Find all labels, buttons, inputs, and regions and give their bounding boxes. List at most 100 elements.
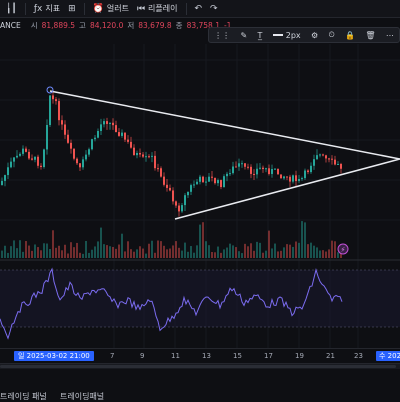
settings-gear-icon[interactable]: ⚙	[310, 30, 319, 40]
redo-button[interactable]: ↷	[210, 4, 218, 14]
templates-button[interactable]: ⊞	[68, 4, 76, 14]
price-chart[interactable]: ⚡	[0, 0, 400, 348]
volume-bar	[154, 252, 156, 258]
volume-bar	[325, 251, 327, 258]
volume-bar	[97, 241, 99, 258]
volume-bar	[172, 245, 174, 258]
candle-body	[82, 159, 84, 168]
volume-bar	[184, 242, 186, 258]
candle-body	[61, 120, 63, 125]
volume-bar	[1, 250, 3, 258]
volume-bar	[280, 250, 282, 258]
candle-body	[304, 170, 306, 179]
candle-body	[199, 176, 201, 182]
candle-body	[70, 142, 72, 149]
volume-bar	[316, 247, 318, 258]
top-toolbar: ╽┃ ƒx 지표 ⊞ ⏰ 얼러트 ⏮ 리플레이 ↶ ↷	[0, 0, 400, 18]
candle-body	[31, 158, 33, 160]
candle-body	[202, 176, 204, 183]
volume-bar	[232, 245, 234, 258]
trendline-upper[interactable]	[49, 90, 400, 160]
volume-bar	[145, 253, 147, 258]
alerts-button[interactable]: ⏰ 얼러트	[93, 3, 129, 14]
volume-bar	[199, 224, 201, 258]
replay-button[interactable]: ⏮ 리플레이	[137, 3, 178, 14]
volume-bar	[220, 252, 222, 258]
candle-body	[301, 178, 303, 180]
volume-bar	[124, 251, 126, 258]
volume-bar	[115, 248, 117, 258]
volume-bar	[61, 250, 63, 258]
volume-bar	[142, 248, 144, 258]
volume-bar	[319, 250, 321, 258]
time-axis-tick: 23	[354, 352, 363, 360]
volume-bar	[34, 244, 36, 258]
candle-body	[100, 124, 102, 131]
time-axis-tick: 9	[140, 352, 145, 360]
bar-style-button[interactable]: ╽┃	[6, 4, 17, 14]
lock-icon[interactable]: 🔒	[345, 30, 356, 40]
high-value: 84,120.0	[89, 20, 124, 30]
volume-bar	[337, 252, 339, 258]
volume-bar	[19, 240, 21, 258]
drag-handle-icon[interactable]: ⋮⋮	[214, 30, 231, 40]
volume-bar	[127, 241, 129, 258]
volume-bar	[64, 244, 66, 258]
indicators-label: 지표	[45, 4, 61, 13]
oscillator-line	[0, 267, 343, 340]
candle-body	[142, 154, 144, 157]
triangle-drawing[interactable]	[46, 86, 400, 220]
volume-bar	[268, 230, 270, 258]
line-width-button[interactable]: 2px	[272, 31, 301, 40]
undo-button[interactable]: ↶	[195, 4, 203, 14]
candle-body	[337, 163, 339, 165]
candle-body	[331, 158, 333, 160]
indicators-button[interactable]: ƒx 지표	[34, 3, 60, 14]
volume-bar	[52, 230, 54, 258]
candle-body	[127, 139, 129, 142]
trendline-lower[interactable]	[174, 158, 400, 220]
event-marker-icon[interactable]	[337, 243, 349, 255]
alert-icon[interactable]: ⏲	[328, 30, 335, 39]
volume-bar	[190, 246, 192, 258]
symbol-label[interactable]: ANCE	[0, 20, 21, 30]
candle-body	[223, 176, 225, 188]
candle-body	[184, 195, 186, 206]
candle-body	[115, 125, 117, 133]
volume-bar	[49, 248, 51, 258]
replay-label: 리플레이	[148, 4, 178, 13]
candle-body	[130, 141, 132, 148]
horizontal-scrollbar[interactable]	[0, 364, 400, 369]
volume-bar	[22, 251, 24, 258]
volume-bar	[169, 248, 171, 258]
volume-bar	[205, 241, 207, 258]
volume-bar	[151, 240, 153, 258]
candlestick-series	[1, 91, 342, 217]
tab-trading-panel[interactable]: 트레이딩 패널	[0, 392, 47, 401]
candle-body	[274, 168, 276, 170]
candles-icon: ╽┃	[6, 3, 17, 14]
candle-body	[220, 180, 222, 188]
time-axis[interactable]: 7 9 11 13 15 17 19 21 23 일 2025-03-02 21:00 수 20…	[0, 348, 400, 363]
undo-icon: ↶	[194, 3, 203, 14]
more-icon[interactable]: ⋯	[385, 30, 394, 40]
trash-icon[interactable]: 🗑	[365, 30, 376, 40]
trendline-anchor-handle[interactable]	[46, 86, 54, 94]
rewind-icon: ⏮	[136, 3, 146, 14]
candle-body	[328, 158, 330, 160]
close-value: 83,758.1	[186, 20, 220, 30]
pencil-icon[interactable]: ✎	[240, 30, 248, 40]
drawing-toolbar: ⋮⋮ ✎ T̲ 2px ⚙ ⏲ 🔒 🗑 ⋯	[208, 27, 400, 43]
tab-trading-panel-2[interactable]: 트레이딩패널	[60, 392, 105, 401]
volume-bar	[334, 241, 336, 258]
scrollbar-thumb[interactable]	[0, 365, 396, 368]
volume-bar	[271, 248, 273, 258]
text-color-icon[interactable]: T̲	[257, 30, 263, 40]
candle-body	[46, 124, 48, 150]
candle-body	[103, 121, 105, 125]
volume-bar	[328, 249, 330, 258]
candle-body	[310, 165, 312, 173]
volume-bar	[103, 244, 105, 258]
low-label: 저	[127, 20, 135, 30]
candle-body	[28, 151, 30, 159]
